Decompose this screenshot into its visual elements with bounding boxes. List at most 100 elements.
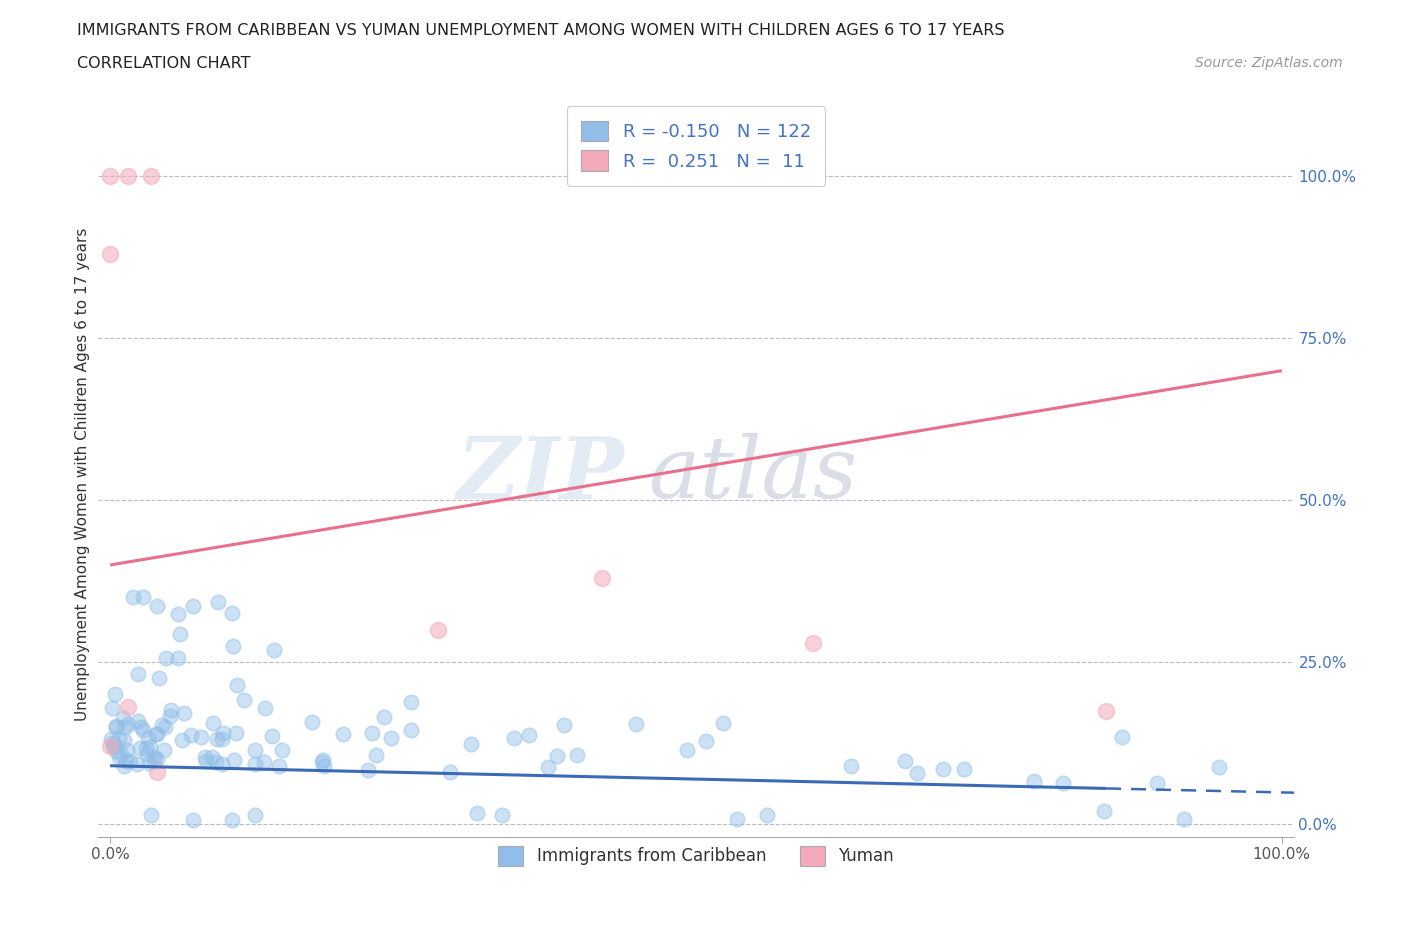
Point [152,742,174,757]
Point [253,754,276,769]
Point [1022,774,1045,789]
Point [221,639,243,654]
Point [139,740,162,755]
Point [439,764,461,779]
Point [181,813,204,828]
Point [138,755,160,770]
Point [194,750,217,764]
Point [173,706,195,721]
Point [131,589,153,604]
Point [725,812,748,827]
Point [364,747,387,762]
Point [104,686,127,701]
Point [166,606,188,621]
Point [201,750,224,764]
Point [267,758,290,773]
Point [101,700,124,715]
Point [153,720,176,735]
Point [167,650,190,665]
Point [1173,812,1195,827]
Point [260,728,283,743]
Point [112,759,135,774]
Point [127,714,149,729]
Point [172,732,194,747]
Point [932,762,955,777]
Point [301,714,323,729]
Point [112,711,135,725]
Point [146,751,169,766]
Point [502,730,524,745]
Point [755,807,778,822]
Point [357,763,380,777]
Point [536,760,558,775]
Point [122,590,145,604]
Point [591,570,613,585]
Point [221,812,243,827]
Point [491,808,513,823]
Point [1095,703,1118,718]
Point [135,740,157,755]
Point [399,695,422,710]
Point [101,739,124,754]
Point [132,723,155,737]
Point [517,727,540,742]
Text: Source: ZipAtlas.com: Source: ZipAtlas.com [1195,56,1343,70]
Point [98,246,121,261]
Point [953,762,976,777]
Point [676,742,699,757]
Point [128,740,150,755]
Legend: Immigrants from Caribbean, Yuman: Immigrants from Caribbean, Yuman [492,840,900,872]
Point [142,750,165,764]
Point [211,732,233,747]
Point [146,764,169,779]
Point [136,731,159,746]
Point [695,734,717,749]
Point [202,715,225,730]
Point [112,732,135,747]
Point [117,717,139,732]
Point [1111,730,1133,745]
Point [243,756,266,771]
Point [142,753,165,768]
Point [399,723,422,737]
Point [565,748,588,763]
Point [107,750,129,764]
Point [148,671,170,685]
Point [125,756,148,771]
Point [1146,776,1168,790]
Point [117,169,139,184]
Point [460,737,482,751]
Point [263,643,285,658]
Point [195,754,218,769]
Point [801,635,824,650]
Point [212,725,235,740]
Point [711,716,734,731]
Point [127,667,149,682]
Text: atlas: atlas [648,433,858,515]
Point [1208,759,1230,774]
Point [546,748,568,763]
Point [311,755,333,770]
Point [243,742,266,757]
Point [159,709,181,724]
Point [222,753,245,768]
Point [233,693,256,708]
Point [105,719,128,734]
Point [221,605,243,620]
Point [225,677,247,692]
Point [270,742,292,757]
Text: CORRELATION CHART: CORRELATION CHART [77,56,250,71]
Point [169,627,191,642]
Point [108,731,131,746]
Point [1052,775,1074,790]
Point [104,738,127,753]
Text: ZIP: ZIP [457,432,624,516]
Point [155,650,177,665]
Point [332,726,354,741]
Point [894,753,917,768]
Point [120,753,142,768]
Point [624,717,647,732]
Point [98,738,121,753]
Point [135,746,157,761]
Point [190,730,212,745]
